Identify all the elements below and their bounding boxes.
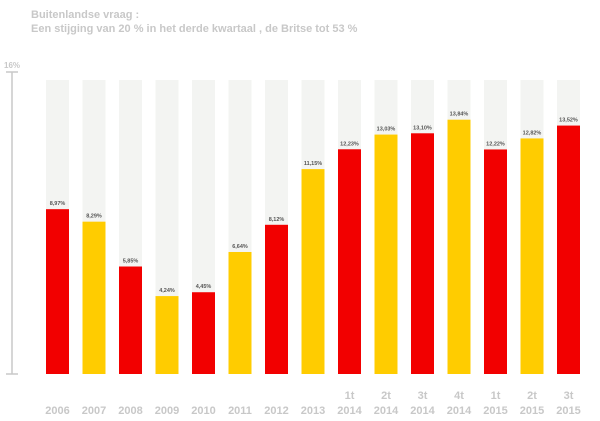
data-label: 4,45% xyxy=(196,284,212,290)
category-label: 2015 xyxy=(556,405,580,417)
bar xyxy=(228,251,252,374)
bar xyxy=(192,292,215,374)
category-label: 4t xyxy=(454,390,464,402)
bar xyxy=(411,133,434,374)
bar xyxy=(155,296,179,374)
data-label: 12,22% xyxy=(486,141,505,147)
bar xyxy=(82,221,106,374)
data-label: 6,64% xyxy=(232,244,248,250)
category-label: 2006 xyxy=(45,405,69,417)
category-label: 2007 xyxy=(82,405,106,417)
category-label: 2014 xyxy=(337,405,362,417)
category-label: 2t xyxy=(381,390,391,402)
category-label: 2012 xyxy=(264,405,288,417)
category-label: 2014 xyxy=(410,405,435,417)
bar xyxy=(338,149,361,374)
category-label: 2009 xyxy=(155,405,179,417)
bars xyxy=(46,80,580,374)
category-labels: 2006 2007 2008 2009 2010 2011 2012 2013 1t 2014 2t… xyxy=(45,390,580,417)
category-label: 2015 xyxy=(483,405,507,417)
data-label: 13,10% xyxy=(413,125,432,131)
data-label: 8,29% xyxy=(86,214,102,220)
category-label: 2013 xyxy=(301,405,325,417)
bar xyxy=(265,224,288,374)
data-label: 13,84% xyxy=(450,112,469,118)
bar xyxy=(374,134,398,374)
bar xyxy=(301,169,325,374)
data-label: 4,24% xyxy=(159,288,175,294)
data-label: 13,03% xyxy=(377,127,396,133)
bar xyxy=(447,119,471,374)
category-label: 2010 xyxy=(191,405,215,417)
y-axis-max-label: 16% xyxy=(4,61,20,70)
category-label: 1t xyxy=(345,390,355,402)
category-label: 2008 xyxy=(118,405,142,417)
chart-title: Buitenlandse vraag : xyxy=(31,9,140,21)
category-label: 2014 xyxy=(374,405,399,417)
category-label: 2014 xyxy=(447,405,472,417)
data-label: 5,85% xyxy=(123,259,139,265)
y-axis: 16% xyxy=(4,61,20,375)
bar xyxy=(520,138,544,374)
category-label: 1t xyxy=(491,390,501,402)
data-label: 8,12% xyxy=(269,217,285,223)
bar xyxy=(557,125,580,374)
chart-subtitle: Een stijging van 20 % in het derde kwart… xyxy=(31,23,358,35)
category-label: 2t xyxy=(527,390,537,402)
data-label: 12,23% xyxy=(340,141,359,147)
bar xyxy=(46,209,69,374)
data-label: 8,97% xyxy=(50,201,66,207)
bar xyxy=(484,149,507,374)
data-label: 11,15% xyxy=(304,161,322,167)
category-label: 2011 xyxy=(228,405,252,417)
bar xyxy=(119,266,142,374)
category-label: 3t xyxy=(564,390,574,402)
category-label: 2015 xyxy=(520,405,544,417)
data-label: 13,52% xyxy=(559,118,578,124)
value-labels: 8,97% 8,29% 5,85% 4,24% 4,45% 6,64% 8,12% 11,15… xyxy=(50,112,578,294)
data-label: 12,82% xyxy=(523,130,542,136)
category-label: 3t xyxy=(418,390,428,402)
